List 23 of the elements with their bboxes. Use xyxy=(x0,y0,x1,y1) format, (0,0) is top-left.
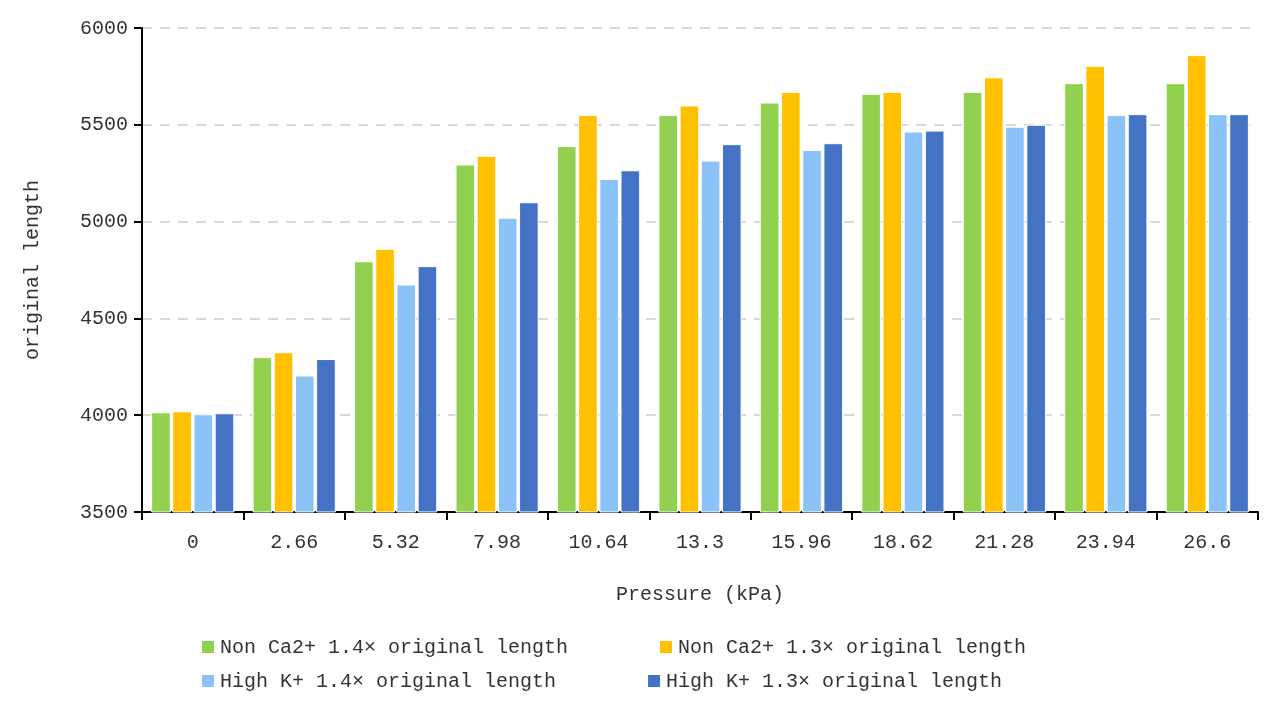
x-tick-label: 5.32 xyxy=(371,530,420,554)
x-tick-label: 7.98 xyxy=(473,530,522,554)
y-tick-label: 4000 xyxy=(79,403,128,427)
x-tick-label: 21.28 xyxy=(974,530,1035,554)
y-tick-label: 4500 xyxy=(79,306,128,330)
x-axis-title: Pressure (kPa) xyxy=(615,582,785,606)
x-tick-label: 15.96 xyxy=(771,530,832,554)
y-tick-label: 6000 xyxy=(79,16,128,40)
y-tick-label: 3500 xyxy=(79,500,128,524)
y-axis-title: original length xyxy=(20,179,44,361)
x-tick-label: 26.6 xyxy=(1183,530,1232,554)
x-tick-label: 10.64 xyxy=(568,530,629,554)
x-tick-label: 0 xyxy=(186,530,199,554)
y-tick-label: 5500 xyxy=(79,113,128,137)
y-tick-label: 5000 xyxy=(79,210,128,234)
x-tick-label: 2.66 xyxy=(270,530,319,554)
x-tick-label: 23.94 xyxy=(1075,530,1136,554)
legend-label: High K+ 1.3× original length xyxy=(666,669,1003,693)
x-tick-label: 18.62 xyxy=(872,530,933,554)
legend-label: High K+ 1.4× original length xyxy=(220,669,557,693)
legend-label: Non Ca2+ 1.3× original length xyxy=(678,635,1027,659)
legend-label: Non Ca2+ 1.4× original length xyxy=(220,635,569,659)
x-tick-label: 13.3 xyxy=(675,530,725,554)
